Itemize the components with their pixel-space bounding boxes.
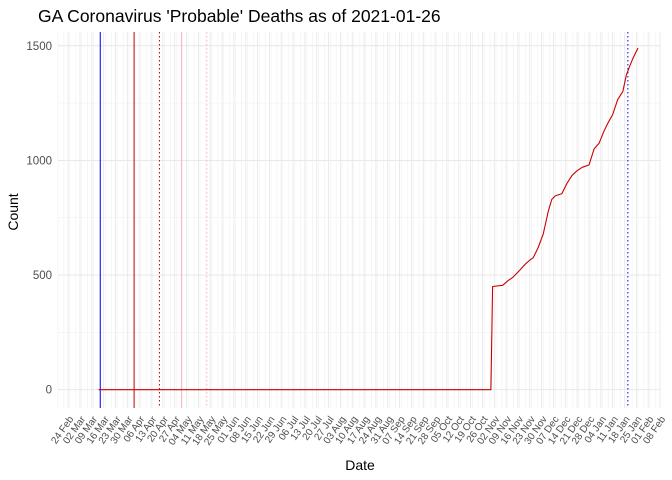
grid-layer (57, 32, 661, 408)
chart-title: GA Coronavirus 'Probable' Deaths as of 2… (38, 6, 441, 26)
y-tick-label: 500 (33, 270, 52, 282)
series-layer (98, 47, 639, 391)
reference-lines (99, 32, 629, 408)
x-axis-title: Date (345, 457, 375, 473)
y-tick-labels: 0 500 1000 1500 (26, 41, 52, 397)
y-tick-label: 0 (46, 385, 52, 397)
series-line (98, 47, 639, 391)
y-tick-label: 1500 (26, 41, 52, 53)
y-tick-label: 1000 (26, 155, 52, 167)
y-axis-title: Count (5, 193, 21, 230)
